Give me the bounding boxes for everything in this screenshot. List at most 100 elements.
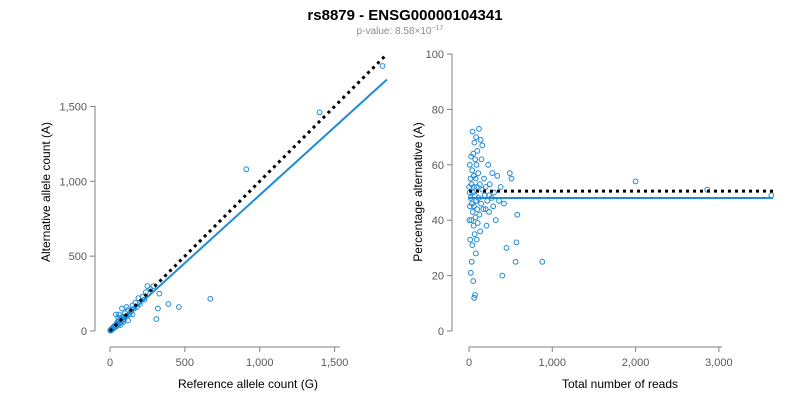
right-panel-data-point bbox=[478, 156, 485, 163]
right-panel-y-tick-label: 0 bbox=[438, 326, 444, 338]
right-panel-data-point bbox=[466, 161, 473, 168]
right-panel-data-point bbox=[477, 137, 484, 143]
left-panel-data-point bbox=[165, 301, 172, 307]
left-panel-y-tick-label: 500 bbox=[69, 251, 87, 263]
right-panel-data-point bbox=[473, 236, 480, 243]
right-panel-data-point bbox=[512, 258, 519, 265]
right-panel-data-point bbox=[476, 181, 483, 188]
left-panel-data-point bbox=[379, 63, 386, 69]
right-panel-data-point bbox=[468, 217, 475, 224]
right-panel-data-point bbox=[475, 170, 482, 177]
allele-count-panel: Reference allele count (G) Alternative a… bbox=[39, 52, 389, 391]
right-panel-data-point bbox=[476, 211, 483, 218]
left-panel-data-point bbox=[156, 290, 163, 297]
right-panel-data-point bbox=[476, 125, 482, 132]
left-panel-data-point bbox=[135, 295, 142, 302]
right-panel-data-point bbox=[470, 278, 477, 285]
right-panel-data-point bbox=[468, 153, 475, 160]
right-panel-data-point bbox=[469, 209, 476, 215]
right-panel-data-point bbox=[471, 184, 477, 190]
right-panel-data-point bbox=[496, 197, 502, 204]
right-panel-data-point bbox=[478, 200, 485, 207]
right-panel-data-point bbox=[481, 175, 487, 182]
left-panel-data-point bbox=[243, 166, 250, 173]
right-panel-data-point bbox=[499, 272, 506, 279]
right-panel-data-point bbox=[501, 200, 507, 207]
left-panel-data-point bbox=[207, 295, 214, 302]
right-panel-data-point bbox=[469, 128, 476, 135]
left-panel-data-point bbox=[131, 305, 137, 312]
left-panel-y-axis-label: Alternative allele count (A) bbox=[39, 122, 53, 262]
right-panel-data-point bbox=[473, 161, 480, 168]
right-panel-data-point bbox=[474, 220, 481, 226]
right-panel-data-point bbox=[472, 250, 479, 257]
left-panel-x-tick-label: 0 bbox=[107, 357, 113, 369]
right-panel-data-point bbox=[470, 222, 477, 229]
right-panel-x-tick-label: 2,000 bbox=[622, 357, 650, 369]
right-panel-y-axis-label: Percentage alternative (A) bbox=[411, 122, 425, 261]
left-panel-data-point bbox=[129, 311, 136, 318]
right-panel-data-point bbox=[474, 184, 480, 190]
right-panel-data-point bbox=[497, 184, 504, 190]
p-value-text: p-value: 8.58×10 bbox=[357, 26, 432, 37]
right-panel-data-point bbox=[471, 294, 478, 301]
right-panel-data-point bbox=[514, 211, 521, 218]
p-value-exponent: −17 bbox=[431, 25, 443, 32]
left-panel-data-point bbox=[144, 283, 151, 290]
right-panel-data-point bbox=[479, 142, 486, 149]
right-panel-data-point bbox=[467, 236, 474, 243]
right-panel-x-tick-label: 0 bbox=[466, 357, 472, 369]
right-panel-data-point bbox=[486, 209, 492, 215]
left-panel-data-point bbox=[123, 304, 130, 310]
right-panel-data-point bbox=[490, 203, 497, 210]
right-panel-data-point bbox=[467, 175, 474, 182]
right-panel-data-point bbox=[477, 228, 484, 235]
left-panel-x-axis-label: Reference allele count (G) bbox=[178, 377, 318, 391]
right-panel-x-axis-label: Total number of reads bbox=[562, 377, 678, 391]
right-panel-y-tick-label: 20 bbox=[432, 271, 444, 283]
right-panel-data-point bbox=[469, 242, 476, 249]
right-panel-data-point bbox=[473, 134, 480, 141]
left-panel-data-point bbox=[115, 314, 122, 321]
left-panel-data-point bbox=[116, 311, 122, 318]
right-panel-data-point bbox=[768, 192, 775, 199]
right-panel-data-point bbox=[469, 167, 476, 174]
right-panel-data-point bbox=[480, 206, 487, 213]
right-panel-data-point bbox=[513, 239, 520, 246]
right-panel-data-point bbox=[471, 231, 478, 238]
left-panel-fit-line bbox=[109, 78, 388, 332]
right-panel-data-point bbox=[483, 222, 490, 229]
left-panel-data-point bbox=[316, 109, 323, 116]
left-panel-y-tick-label: 0 bbox=[81, 326, 87, 338]
left-panel-y-tick-label: 1,500 bbox=[59, 101, 87, 113]
left-panel-data-point bbox=[155, 305, 161, 312]
right-panel-data-point bbox=[471, 139, 478, 146]
right-panel-data-point bbox=[467, 269, 474, 276]
p-value-label: p-value: 8.58×10−17 bbox=[357, 25, 444, 37]
percentage-panel: Total number of reads Percentage alterna… bbox=[411, 49, 775, 391]
right-panel-y-tick-label: 60 bbox=[432, 160, 444, 172]
left-panel-reference-line bbox=[108, 52, 389, 333]
right-panel-x-tick-label: 1,000 bbox=[539, 357, 567, 369]
right-panel-y-tick-label: 40 bbox=[432, 215, 444, 227]
right-panel-data-point bbox=[484, 197, 491, 204]
left-panel-x-tick-label: 500 bbox=[176, 357, 194, 369]
right-panel-data-point bbox=[467, 203, 473, 210]
right-panel-x-tick-label: 3,000 bbox=[705, 357, 733, 369]
right-panel-data-point bbox=[472, 214, 479, 221]
left-panel-y-tick-label: 1,000 bbox=[59, 176, 87, 188]
right-panel-data-point bbox=[506, 170, 513, 177]
right-panel-data-point bbox=[492, 217, 499, 224]
right-panel-y-tick-label: 100 bbox=[426, 49, 444, 61]
right-panel-data-point bbox=[474, 148, 481, 154]
right-panel-data-point bbox=[482, 206, 489, 213]
left-panel-x-tick-label: 1,500 bbox=[321, 357, 349, 369]
right-panel-data-point bbox=[485, 161, 492, 168]
right-panel-data-point bbox=[539, 258, 546, 265]
right-panel-data-point bbox=[468, 258, 475, 265]
right-panel-data-point bbox=[508, 175, 515, 182]
left-panel-data-point bbox=[153, 316, 160, 322]
right-panel-y-tick-label: 80 bbox=[432, 104, 444, 116]
right-panel-data-point bbox=[474, 206, 481, 213]
